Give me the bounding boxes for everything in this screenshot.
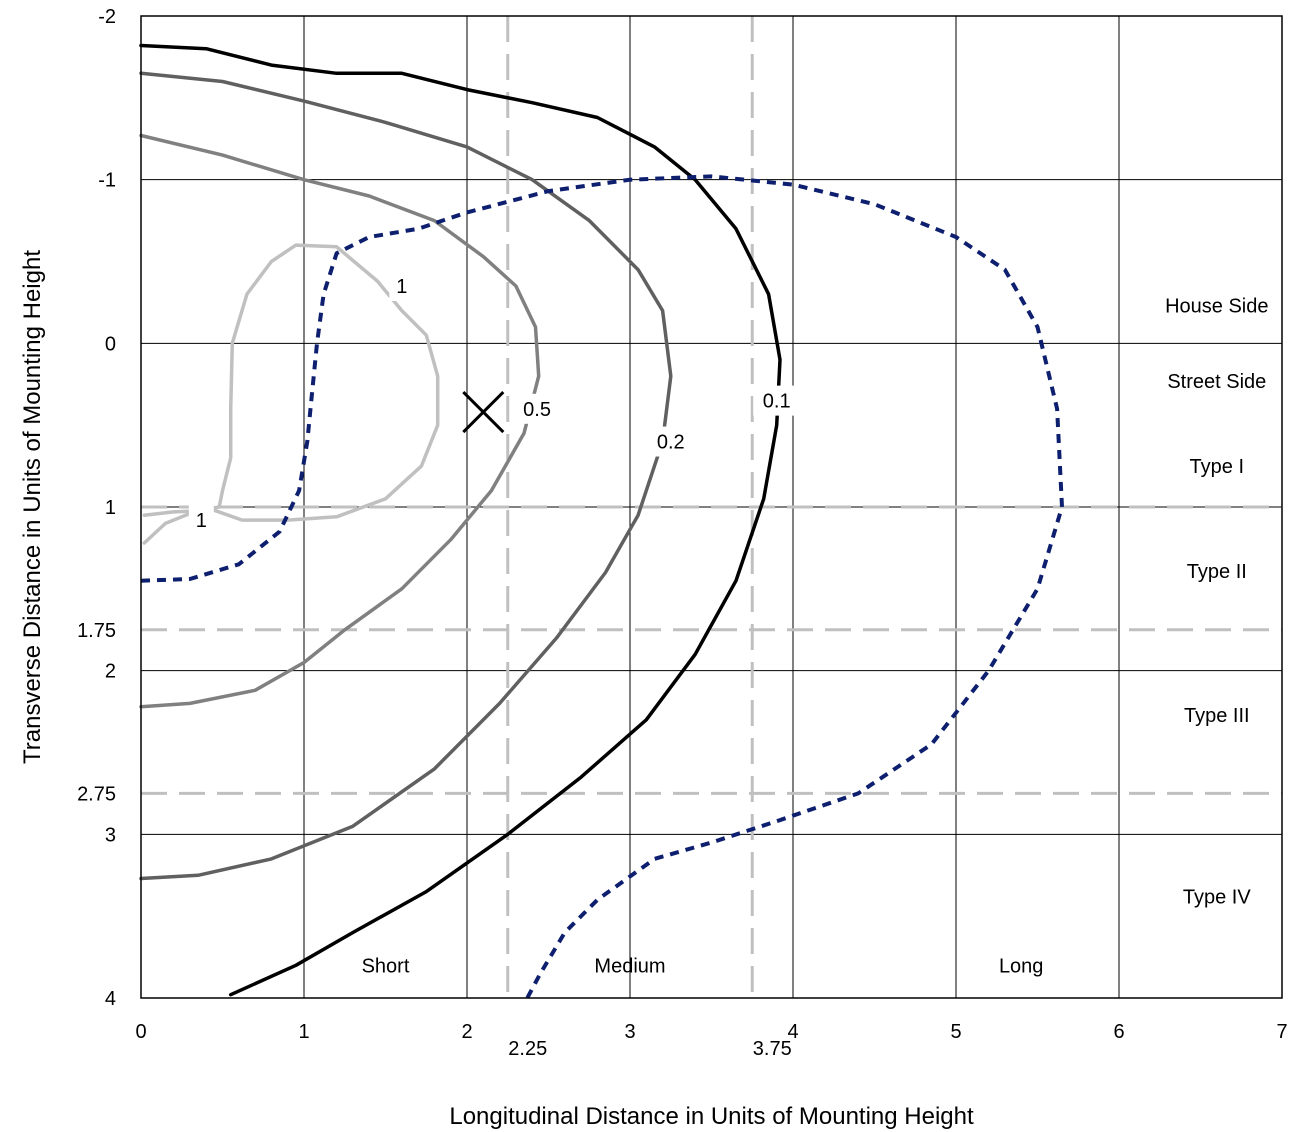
x-tick-label: 2 — [461, 1021, 472, 1043]
y-tick-label: 4 — [105, 988, 116, 1010]
contour-label-0: 1 — [196, 510, 207, 532]
y-tick-label: 2 — [105, 661, 116, 683]
contour-label-bg — [188, 505, 214, 536]
plot-frame — [140, 15, 1283, 999]
x-axis-title: Longitudinal Distance in Units of Mounti… — [449, 1103, 974, 1130]
contour-line-4 — [140, 174, 1064, 999]
contour-label-1: 0.5 — [523, 399, 551, 421]
contour-label-3: 0.1 — [763, 391, 791, 413]
contour-lines — [139, 43, 1064, 999]
x-tick-label: 4 — [787, 1021, 798, 1043]
marker — [462, 391, 505, 434]
contour-label-2: 0.2 — [657, 432, 685, 454]
y-tick-label: 1 — [105, 497, 116, 519]
region-labels: House Side Street Side Type I Type II Type I… — [362, 296, 1269, 978]
x-tick-label-extra: 3.75 — [753, 1038, 792, 1060]
region-label: Type III — [1184, 705, 1250, 727]
reference-lines — [141, 16, 1282, 998]
y-axis-title: Transverse Distance in Units of Mounting… — [19, 250, 46, 764]
x-tick-label-extra: 2.25 — [508, 1038, 547, 1060]
contour-label-bg — [647, 426, 695, 457]
x-tick-label: 5 — [950, 1021, 961, 1043]
region-label: House Side — [1165, 296, 1268, 318]
contour-line-1 — [139, 133, 541, 709]
x-tick-label: 6 — [1113, 1021, 1124, 1043]
y-tick-label-extra: 2.75 — [77, 783, 116, 805]
marker-x-stroke — [462, 391, 505, 434]
x-tick-label: 0 — [135, 1021, 146, 1043]
contour-line-3 — [139, 43, 782, 997]
contour-label-bg — [753, 385, 801, 416]
contour-label-bg — [513, 393, 561, 424]
x-tick-label: 3 — [624, 1021, 635, 1043]
contour-line-2 — [139, 71, 673, 881]
x-tick-label: 1 — [298, 1021, 309, 1043]
region-label: Short — [362, 955, 410, 977]
region-label: Type I — [1190, 456, 1244, 478]
y-tick-label: 0 — [105, 333, 116, 355]
contour-labels: 1 1 0.5 0.2 0.1 — [188, 271, 801, 536]
x-tick-label: 7 — [1276, 1021, 1287, 1043]
region-label: Type IV — [1183, 887, 1251, 909]
y-tick-label-extra: 1.75 — [77, 620, 116, 642]
region-label: Medium — [594, 955, 665, 977]
region-label: Street Side — [1167, 371, 1266, 393]
y-tick-label: -1 — [98, 170, 116, 192]
region-label: Long — [999, 955, 1044, 977]
contour-label-bg — [389, 271, 415, 302]
region-label: Type II — [1187, 561, 1247, 583]
contour-line-0 — [142, 243, 440, 545]
y-tick-label: -2 — [98, 6, 116, 28]
tick-labels: 0 1 2 3 4 5 6 7 2.25 3.75 -2 -1 0 1 2 3 4 1.75 2.75 — [77, 6, 1288, 1060]
contour-label-0: 1 — [396, 276, 407, 298]
y-tick-label: 3 — [105, 824, 116, 846]
